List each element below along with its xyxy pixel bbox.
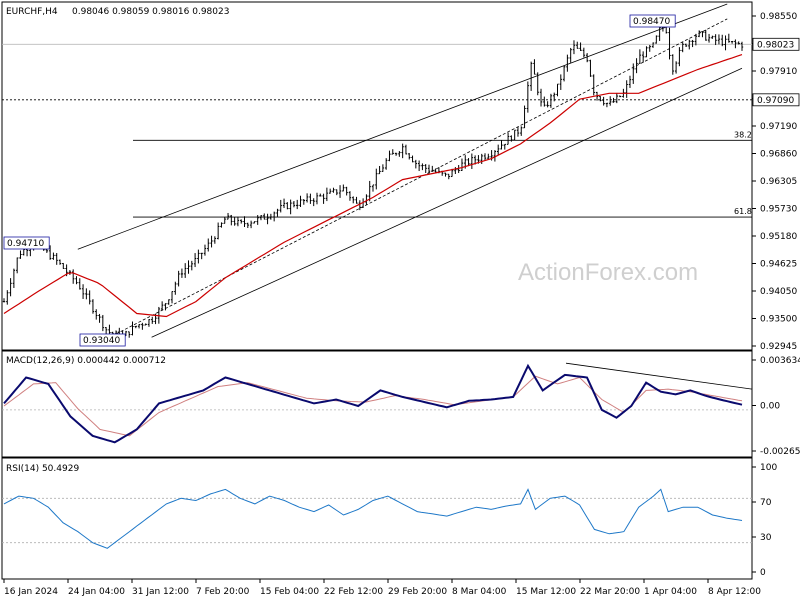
- price-y-tick-label: 0.97190: [760, 122, 797, 132]
- x-tick-label: 8 Apr 12:00: [708, 587, 761, 597]
- price-y-tick-label: 0.93500: [760, 315, 797, 325]
- x-tick-label: 22 Feb 12:00: [324, 587, 383, 597]
- x-tick-label: 22 Mar 20:00: [580, 587, 640, 597]
- rsi-line: [3, 488, 743, 549]
- price-y-tick-label: 0.92945: [760, 342, 797, 352]
- macd-y-tick-label: -0.002652: [760, 447, 800, 457]
- fib-label: 38.2: [734, 130, 752, 139]
- prior-high-label-box: [3, 236, 50, 250]
- price-y-tick-label: 0.95180: [760, 232, 797, 242]
- x-tick-label: 24 Jan 04:00: [68, 587, 125, 597]
- price-y-tick-label: 0.95730: [760, 205, 797, 215]
- macd-y-tick-label: 0.003634: [760, 356, 800, 366]
- x-tick-label: 29 Feb 20:00: [388, 587, 447, 597]
- rsi-title: RSI(14) 50.4929: [6, 464, 79, 474]
- price-y-tick-label: 0.97910: [760, 67, 797, 77]
- rsi-y-tick-label: 0: [760, 568, 766, 578]
- rsi-y-tick-label: 70: [760, 498, 772, 508]
- channel-upper-line: [77, 3, 728, 250]
- macd-title: MACD(12,26,9) 0.000442 0.000712: [6, 356, 166, 366]
- low-label-box: [79, 333, 126, 347]
- moving-average-line: [3, 54, 743, 318]
- rsi-y-tick-label: 30: [760, 533, 772, 543]
- x-tick-label: 15 Mar 12:00: [516, 587, 576, 597]
- x-tick-label: 1 Apr 04:00: [644, 587, 697, 597]
- fib-label: 61.8: [734, 207, 752, 216]
- rsi-layer: [2, 488, 752, 549]
- current-price: 0.98023: [757, 40, 794, 50]
- price-layer: 38.2 61.8 0.98470 0.93040 0.94710: [2, 3, 752, 347]
- macd-panel-frame: [1, 350, 753, 458]
- macd-main-line: [3, 363, 743, 444]
- price-panel-frame: [1, 1, 753, 351]
- channel-lower-line: [151, 67, 743, 338]
- x-tick-label: 16 Jan 2024: [4, 587, 58, 597]
- ohlc-values: 0.98046 0.98059 0.98016 0.98023: [72, 7, 229, 17]
- price-y-tick-label: 0.96860: [760, 150, 797, 160]
- rsi-panel-frame: [1, 457, 753, 580]
- x-tick-label: 31 Jan 12:00: [132, 587, 189, 597]
- x-tick-label: 7 Feb 20:00: [196, 587, 250, 597]
- price-y-tick-label: 0.94050: [760, 287, 797, 297]
- macd-divergence-line: [565, 362, 753, 390]
- level-price: 0.97090: [757, 96, 794, 106]
- x-tick-label: 8 Mar 04:00: [452, 587, 507, 597]
- prior-high-label: 0.94710: [7, 239, 44, 249]
- watermark: ActionForex.com: [518, 259, 698, 286]
- trend-line: [107, 18, 728, 339]
- x-tick-label: 15 Feb 04:00: [260, 587, 319, 597]
- level-price-tag: [752, 93, 800, 107]
- axis-layer: 0.985500.982300.979100.975100.971900.968…: [3, 12, 800, 597]
- current-price-tag: [752, 37, 800, 51]
- high-label-box: [629, 14, 676, 28]
- high-label: 0.98470: [633, 17, 670, 27]
- macd-y-tick-label: 0.00: [760, 402, 780, 412]
- macd-layer: [2, 362, 753, 444]
- symbol-title: EURCHF,H4: [6, 7, 58, 17]
- price-y-tick-label: 0.96305: [760, 177, 797, 187]
- rsi-y-tick-label: 100: [760, 463, 777, 473]
- low-label: 0.93040: [83, 336, 120, 346]
- price-y-tick-label: 0.98550: [760, 12, 797, 22]
- price-y-tick-label: 0.94625: [760, 260, 797, 270]
